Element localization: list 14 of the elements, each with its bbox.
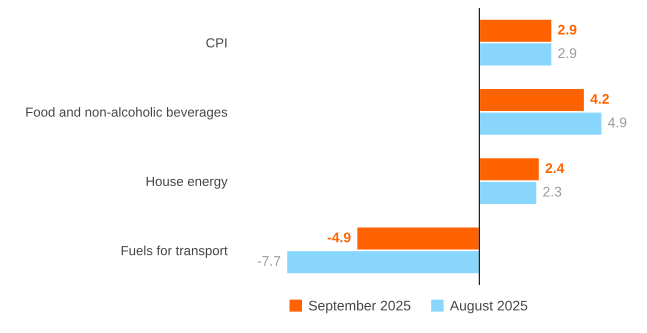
y-tick-label: Food and non-alcoholic beverages xyxy=(26,107,228,120)
y-tick-label: CPI xyxy=(206,38,226,48)
data-label: 2.9 xyxy=(558,24,576,35)
legend-label: September 2025 xyxy=(308,300,410,314)
legend-label: August 2025 xyxy=(450,300,528,314)
data-label: 4.2 xyxy=(590,94,609,104)
data-label: 2.9 xyxy=(558,48,576,58)
data-label: -7.7 xyxy=(258,256,280,266)
y-tick-label: Fuels for transport xyxy=(122,246,228,258)
data-label: 2.3 xyxy=(543,186,562,197)
data-label: -4.9 xyxy=(328,232,351,242)
y-tick-label: House energy xyxy=(146,176,228,189)
data-label: 4.9 xyxy=(608,118,626,128)
data-label: 2.4 xyxy=(546,163,564,173)
